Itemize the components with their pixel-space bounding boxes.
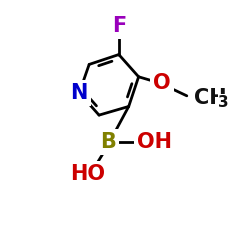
Text: N: N (70, 83, 88, 103)
Text: OH: OH (137, 132, 172, 152)
Text: CH: CH (194, 88, 227, 108)
Text: B: B (100, 132, 116, 152)
Text: 3: 3 (218, 95, 229, 110)
Text: F: F (112, 16, 126, 36)
Text: HO: HO (70, 164, 106, 184)
Text: O: O (153, 73, 171, 93)
